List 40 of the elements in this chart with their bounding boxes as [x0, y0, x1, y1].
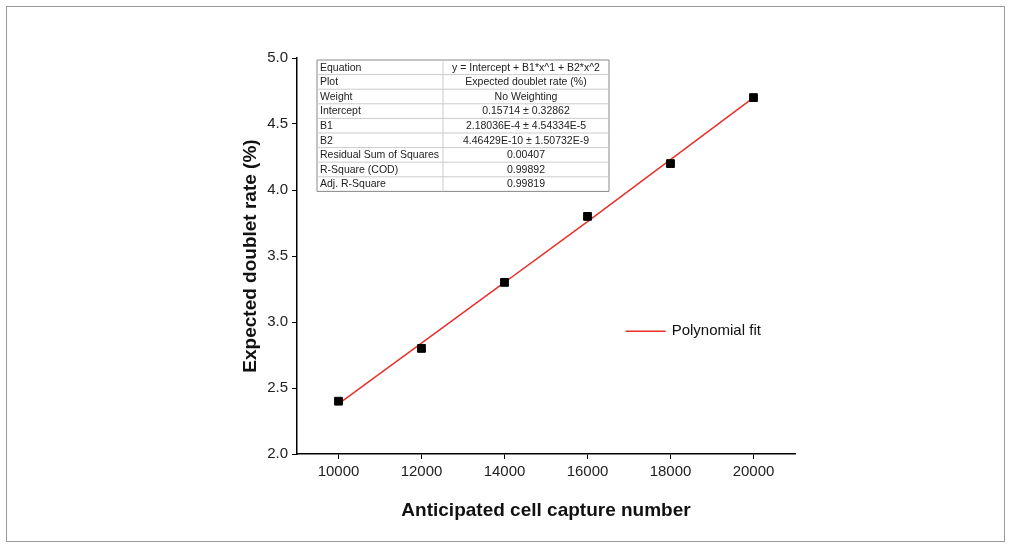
y-tick-label: 2.0 — [267, 444, 288, 462]
annotation: 0.15714 ± 0.32862 — [482, 104, 570, 117]
point — [334, 396, 343, 406]
annotation: B1 — [320, 119, 333, 132]
annotation: 0.99892 — [507, 162, 546, 175]
point — [666, 159, 675, 168]
y-tick-label: 3.5 — [267, 246, 288, 264]
y-tick-label: 3.0 — [267, 312, 288, 330]
y-tick-label: 2.5 — [267, 378, 288, 396]
x-axis-title: Anticipated cell capture number — [401, 498, 692, 520]
y-tick-label: 4.0 — [267, 180, 288, 198]
x-tick-label: 12000 — [400, 462, 443, 480]
annotation: y = Intercept + B1*x^1 + B2*x^2 — [452, 60, 601, 73]
annotation: B2 — [320, 133, 333, 146]
annotation: Expected doublet rate (%) — [465, 75, 587, 88]
annotation: 0.99819 — [507, 177, 546, 190]
x-tick-label: 10000 — [317, 462, 360, 480]
point — [749, 93, 758, 102]
annotation: Residual Sum of Squares — [320, 148, 440, 161]
annotation: Intercept — [320, 104, 361, 117]
point — [500, 278, 509, 287]
x-tick-label: 18000 — [649, 462, 692, 480]
x-tick-label: 20000 — [732, 462, 775, 480]
annotation: Weight — [320, 89, 353, 102]
annotation: Plot — [320, 75, 339, 88]
annotation: 0.00407 — [507, 148, 546, 161]
y-tick-label: 4.5 — [267, 114, 288, 132]
annotation: Adj. R-Square — [320, 177, 387, 190]
annotation: 2.18036E-4 ± 4.54334E-5 — [465, 119, 587, 132]
annotation: Equation — [320, 60, 362, 73]
point — [583, 212, 592, 221]
legend-label: Polynomial fit — [671, 321, 762, 339]
y-tick-label: 5.0 — [267, 48, 288, 66]
annotation: 4.46429E-10 ± 1.50732E-9 — [462, 133, 590, 146]
x-tick-label: 16000 — [566, 462, 609, 480]
y-axis-title: Expected doublet rate (%) — [238, 139, 260, 373]
annotation: R-Square (COD) — [320, 162, 399, 175]
x-tick-label: 14000 — [483, 462, 526, 480]
point — [417, 344, 426, 353]
annotation: No Weighting — [494, 89, 558, 102]
